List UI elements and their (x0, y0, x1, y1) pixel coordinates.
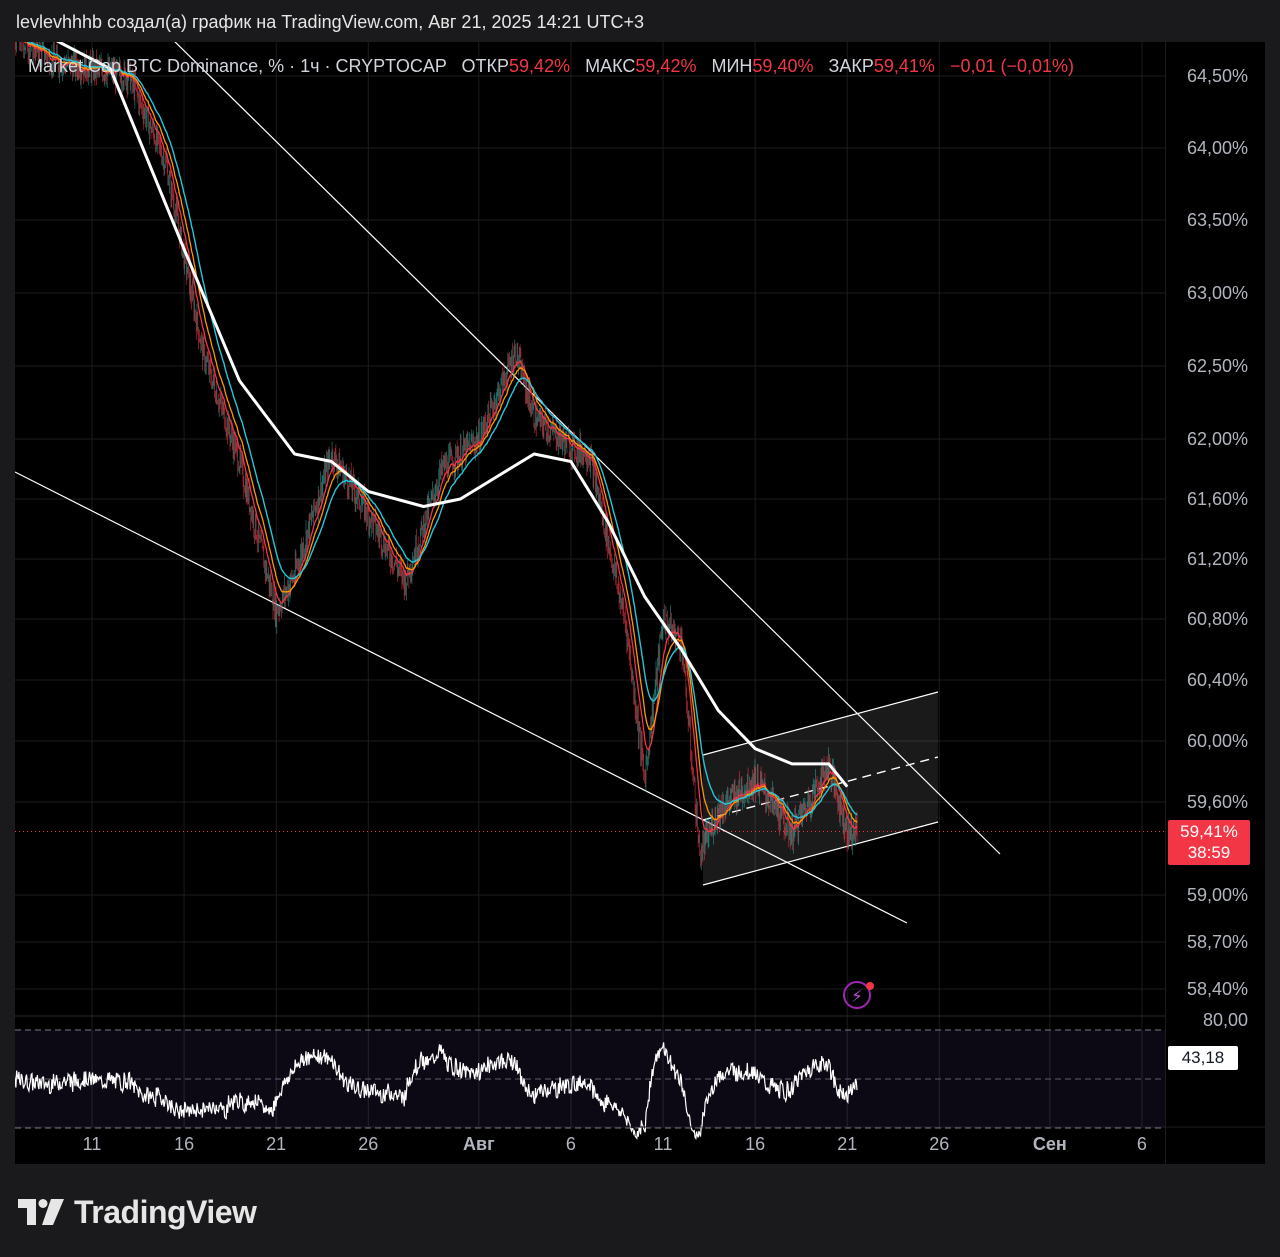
ma-orange-line (24, 42, 858, 825)
y-tick-label: 64,00% (1187, 138, 1248, 158)
legend-close-label: ЗАКР (828, 56, 874, 76)
chart-legend: Market Cap BTC Dominance, % · 1ч · CRYPT… (28, 56, 1074, 77)
y-tick-label: 64,50% (1187, 66, 1248, 86)
x-tick-label: 26 (929, 1134, 949, 1154)
legend-high-value: 59,42% (635, 56, 697, 76)
x-tick-label: 6 (566, 1134, 576, 1154)
legend-low-value: 59,40% (752, 56, 814, 76)
current-price-value: 59,41% (1180, 822, 1238, 841)
price-chart[interactable]: 64,50% 64,00% 63,50% 63,00% 62,50% 62,00% 61,6… (15, 42, 1265, 1164)
x-tick-label: 21 (837, 1134, 857, 1154)
legend-low-label: МИН (711, 56, 753, 76)
y-tick-label: 59,60% (1187, 792, 1248, 812)
legend-symbol: Market Cap BTC Dominance, % · 1ч · CRYPT… (28, 56, 447, 76)
x-tick-label: 11 (654, 1134, 673, 1154)
x-tick-label: Сен (1033, 1134, 1067, 1154)
rsi-tick-label: 80,00 (1203, 1010, 1248, 1030)
lower-trendline (15, 471, 908, 924)
y-tick-label: 60,40% (1187, 670, 1248, 690)
x-tick-label: 16 (174, 1134, 194, 1154)
legend-change: −0,01 (−0,01%) (949, 56, 1075, 76)
x-tick-label: 26 (358, 1134, 378, 1154)
tradingview-logo[interactable]: TradingView (18, 1192, 257, 1232)
y-tick-label: 60,00% (1187, 731, 1248, 751)
ma-red-line (15, 42, 858, 833)
legend-open-value: 59,42% (509, 56, 571, 76)
candles (15, 42, 858, 870)
y-tick-label: 58,40% (1187, 979, 1248, 999)
x-tick-label: 11 (83, 1134, 102, 1154)
tradingview-logo-icon (18, 1199, 64, 1225)
notification-dot-icon (866, 982, 874, 990)
y-tick-label: 58,70% (1187, 932, 1248, 952)
legend-close-value: 59,41% (873, 56, 935, 76)
ma-teal-line (27, 42, 858, 819)
y-tick-label: 59,00% (1187, 885, 1248, 905)
lightning-icon[interactable]: ⚡ (843, 981, 871, 1009)
x-tick-label: 6 (1137, 1134, 1147, 1154)
rsi-line (15, 1042, 858, 1140)
chart-caption: levlevhhhb создал(а) график на TradingVi… (16, 12, 645, 32)
y-tick-label: 60,80% (1187, 609, 1248, 629)
x-tick-label: 21 (266, 1134, 286, 1154)
channel-lower-line (702, 821, 939, 886)
rsi-value-badge: 43,18 (1168, 1046, 1238, 1070)
x-tick-label: 16 (745, 1134, 765, 1154)
y-tick-label: 62,00% (1187, 429, 1248, 449)
y-tick-label: 61,60% (1187, 489, 1248, 509)
y-tick-label: 62,50% (1187, 356, 1248, 376)
legend-high-label: МАКС (585, 56, 636, 76)
bar-countdown: 38:59 (1187, 843, 1231, 862)
logo-text: TradingView (74, 1193, 257, 1230)
channel-upper-line (702, 691, 939, 756)
x-tick-label: Авг (463, 1134, 495, 1154)
y-tick-label: 63,50% (1187, 210, 1248, 230)
price-axis-border (1165, 42, 1166, 1164)
y-tick-label: 63,00% (1187, 283, 1248, 303)
ma-long-line (55, 42, 849, 788)
y-tick-label: 61,20% (1187, 549, 1248, 569)
current-price-badge: 59,41% 38:59 (1168, 820, 1250, 865)
chart-frame[interactable]: 64,50% 64,00% 63,50% 63,00% 62,50% 62,00% 61,6… (15, 42, 1265, 1164)
legend-open-label: ОТКР (461, 56, 510, 76)
